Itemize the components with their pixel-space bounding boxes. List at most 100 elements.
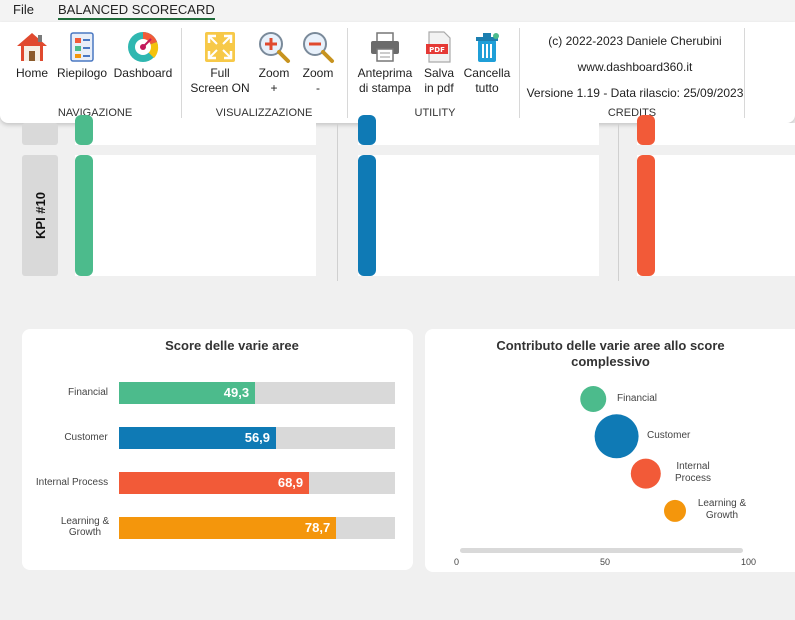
bubble-internal-process xyxy=(630,458,661,489)
score-panel-title: Score delle varie aree xyxy=(165,338,299,353)
trash-icon xyxy=(476,33,499,62)
clear-all-button[interactable]: Cancella tutto xyxy=(462,30,512,96)
bar-learning-growth: 78,7 xyxy=(119,517,337,539)
bar-label-customer: Customer xyxy=(64,432,108,443)
bar-label-internal-process: Internal Process xyxy=(35,477,109,488)
kpi-label: KPI #10 xyxy=(22,155,58,276)
bar-internal-process: 68,9 xyxy=(119,472,310,494)
kpi-side-label-previous xyxy=(22,123,58,145)
credits-website[interactable]: www.dashboard360.it xyxy=(577,60,693,74)
fullscreen-label-1: Full xyxy=(210,66,230,80)
fullscreen-button[interactable]: Full Screen ON xyxy=(188,30,252,96)
summary-icon xyxy=(70,32,94,62)
kpi-label-text: KPI #10 xyxy=(32,192,48,239)
ribbon: Home Riepilogo Dashboard NAVIGAZIONE xyxy=(0,22,795,123)
zoom-out-icon xyxy=(303,32,334,63)
kpi-card-financial[interactable] xyxy=(75,155,316,276)
pdf-label-1: Salva xyxy=(423,66,455,80)
kpi-stripe-internal xyxy=(637,115,655,145)
zoom-in-button[interactable]: Zoom + xyxy=(254,30,294,96)
bubble-label-internal-2: Process xyxy=(674,473,712,484)
bar-value-internal-process: 68,9 xyxy=(277,475,304,490)
bar-track-customer: 56,9 xyxy=(119,427,395,449)
bubble-label-learning-growth: Learning & Growth xyxy=(691,498,753,522)
bar-customer: 56,9 xyxy=(119,427,277,449)
dashboard-label: Dashboard xyxy=(113,66,173,80)
bar-track-internal-process: 68,9 xyxy=(119,472,395,494)
home-label: Home xyxy=(15,66,48,80)
score-panel: Score delle varie aree Financial 49,3 Cu… xyxy=(22,329,413,570)
print-label-2: di stampa xyxy=(358,81,412,95)
bubble-label-internal-1: Internal xyxy=(676,461,710,472)
save-pdf-button[interactable]: PDF Salva in pdf xyxy=(418,30,460,96)
fullscreen-icon xyxy=(205,32,235,62)
bar-label-learning-growth-2: Growth xyxy=(68,527,102,538)
clear-label-2: tutto xyxy=(475,81,499,95)
print-preview-button[interactable]: Anteprima di stampa xyxy=(355,30,415,96)
pdf-icon: PDF xyxy=(426,31,451,63)
kpi-stripe-financial xyxy=(75,115,93,145)
kpi-stripe-financial xyxy=(75,155,93,276)
group-separator xyxy=(347,28,348,118)
group-separator xyxy=(519,28,520,118)
bar-label-learning-growth: Learning & Growth xyxy=(40,516,130,538)
credits-copyright: (c) 2022-2023 Daniele Cherubini xyxy=(548,34,722,48)
zoom-out-label-2: - xyxy=(316,81,320,95)
x-tick-100: 100 xyxy=(741,557,757,567)
svg-text:PDF: PDF xyxy=(429,46,445,54)
fullscreen-label-2: Screen ON xyxy=(190,81,250,95)
kpi-card-customer[interactable] xyxy=(358,155,599,276)
column-divider xyxy=(337,123,338,281)
clear-label-1: Cancella xyxy=(463,66,511,80)
contribution-panel-title: Contributo delle varie aree allo score c… xyxy=(453,338,768,370)
riepilogo-button[interactable]: Riepilogo xyxy=(55,30,109,81)
bar-financial: 49,3 xyxy=(119,382,256,404)
contribution-panel: Contributo delle varie aree allo score c… xyxy=(425,329,795,572)
zoom-in-label-2: + xyxy=(270,81,278,95)
dashboard-gauge-icon xyxy=(128,32,159,62)
kpi-card-customer-previous[interactable] xyxy=(358,123,599,145)
bubble-label-customer: Customer xyxy=(647,430,691,441)
pdf-label-2: in pdf xyxy=(424,81,454,95)
home-icon xyxy=(17,33,47,61)
menu-bar: File BALANCED SCORECARD xyxy=(0,0,795,22)
zoom-in-icon xyxy=(259,32,290,63)
kpi-stripe-customer xyxy=(358,115,376,145)
group-label-navigazione: NAVIGAZIONE xyxy=(57,107,133,119)
bar-track-financial: 49,3 xyxy=(119,382,395,404)
x-tick-50: 50 xyxy=(600,557,611,567)
group-label-visualizzazione: VISUALIZZAZIONE xyxy=(215,107,313,119)
column-divider xyxy=(618,123,619,281)
credits-version: Versione 1.19 - Data rilascio: 25/09/202… xyxy=(526,86,744,100)
bar-label-financial: Financial xyxy=(67,387,109,398)
group-label-credits: CREDITS xyxy=(607,107,657,119)
x-tick-0: 0 xyxy=(454,557,460,567)
bubble-customer xyxy=(594,414,639,459)
bar-track-learning-growth: 78,7 xyxy=(119,517,395,539)
zoom-in-label-1: Zoom xyxy=(258,66,290,80)
contribution-title-1: Contributo delle varie aree allo score xyxy=(496,338,725,353)
bubble-label-learning-1: Learning & xyxy=(697,498,747,509)
bubble-chart-x-axis xyxy=(460,548,743,553)
kpi-card-financial-previous[interactable] xyxy=(75,123,316,145)
group-separator xyxy=(181,28,182,118)
zoom-out-label-1: Zoom xyxy=(302,66,334,80)
bar-value-customer: 56,9 xyxy=(244,430,271,445)
group-separator xyxy=(744,28,745,118)
bubble-financial xyxy=(580,386,607,412)
kpi-card-internal[interactable] xyxy=(637,155,795,276)
bubble-learning-growth xyxy=(664,499,686,522)
bar-value-learning-growth: 78,7 xyxy=(304,520,331,535)
file-menu[interactable]: File xyxy=(13,2,34,17)
kpi-card-internal-previous[interactable] xyxy=(637,123,795,145)
bar-value-financial: 49,3 xyxy=(223,385,250,400)
kpi-stripe-internal xyxy=(637,155,655,276)
kpi-stripe-customer xyxy=(358,155,376,276)
riepilogo-label: Riepilogo xyxy=(56,66,108,80)
zoom-out-button[interactable]: Zoom - xyxy=(298,30,338,96)
tab-balanced-scorecard[interactable]: BALANCED SCORECARD xyxy=(58,2,215,20)
bubble-chart xyxy=(460,386,743,553)
bubble-label-financial: Financial xyxy=(617,393,658,404)
home-button[interactable]: Home xyxy=(12,30,52,81)
dashboard-button[interactable]: Dashboard xyxy=(112,30,174,81)
